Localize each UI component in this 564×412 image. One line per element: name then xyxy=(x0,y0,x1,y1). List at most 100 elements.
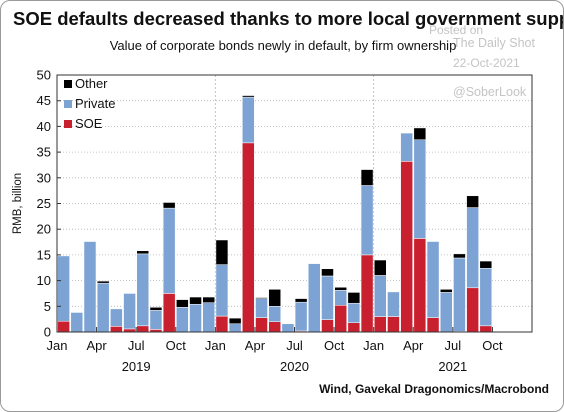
y-tick-label: 45 xyxy=(37,93,51,108)
bar-soe-2020-01 xyxy=(215,315,229,333)
bar-other-2020-01 xyxy=(215,239,229,265)
bar-other-2019-12 xyxy=(202,296,215,303)
bar-other-2021-04 xyxy=(413,127,427,141)
bar-private-2020-12 xyxy=(360,185,374,256)
bar-other-2019-09 xyxy=(162,202,176,209)
bar-private-2020-05 xyxy=(268,306,281,322)
bar-private-2021-07 xyxy=(453,257,466,332)
bar-private-2020-04 xyxy=(255,298,268,318)
bar-soe-2021-09 xyxy=(479,325,493,333)
chart-title: SOE defaults decreased thanks to more lo… xyxy=(13,8,564,29)
bar-soe-2020-11 xyxy=(347,322,361,333)
y-axis-label: RMB, billion xyxy=(12,173,24,234)
bar-private-2019-11 xyxy=(189,303,202,333)
bar-other-2021-01 xyxy=(374,259,387,276)
x-tick-label: Oct xyxy=(324,338,345,353)
bar-private-2019-02 xyxy=(70,312,84,333)
bar-other-2021-07 xyxy=(453,253,466,259)
bar-soe-2021-01 xyxy=(374,316,387,333)
year-label-2019: 2019 xyxy=(122,359,151,374)
x-tick-label: Apr xyxy=(245,338,266,353)
legend-swatch-soe xyxy=(64,120,72,128)
bar-private-2019-12 xyxy=(202,302,215,333)
bar-private-2019-01 xyxy=(57,255,70,322)
x-tick-label: Apr xyxy=(86,338,107,353)
bar-private-2019-04 xyxy=(96,282,110,333)
bar-private-2020-11 xyxy=(347,302,361,323)
bar-other-2019-07 xyxy=(136,250,150,255)
watermark-handle: @SoberLook xyxy=(453,85,527,99)
y-tick-label: 10 xyxy=(37,273,51,288)
bar-other-2021-06 xyxy=(439,289,453,293)
bar-private-2021-09 xyxy=(479,268,493,327)
y-tick-label: 5 xyxy=(44,299,51,314)
bar-private-2020-06 xyxy=(281,323,295,333)
bar-private-2020-02 xyxy=(228,323,242,333)
bar-private-2021-02 xyxy=(387,291,400,317)
bar-soe-2021-03 xyxy=(400,161,413,333)
bar-other-2020-02 xyxy=(228,317,242,325)
bar-private-2019-07 xyxy=(136,253,150,327)
bar-private-2021-04 xyxy=(413,139,427,239)
y-tick-label: 0 xyxy=(44,325,51,340)
bar-soe-2020-10 xyxy=(334,305,347,333)
watermark-date: 22-Oct-2021 xyxy=(453,56,520,70)
bar-other-2021-09 xyxy=(479,260,493,269)
bar-other-2019-11 xyxy=(189,296,202,305)
x-tick-label: Jul xyxy=(286,338,303,353)
bar-soe-2021-04 xyxy=(413,238,427,333)
bar-other-2019-08 xyxy=(149,307,163,311)
bar-other-2020-09 xyxy=(321,268,334,277)
y-tick-label: 25 xyxy=(37,196,51,211)
y-tick-label: 40 xyxy=(37,119,51,134)
bar-soe-2020-12 xyxy=(360,254,374,333)
bar-other-2021-08 xyxy=(466,195,479,208)
bar-private-2021-05 xyxy=(426,241,440,318)
watermark-posted-on: Posted on xyxy=(429,23,484,37)
x-tick-label: Oct xyxy=(166,338,187,353)
bar-private-2020-10 xyxy=(334,290,347,306)
source-note: Wind, Gavekal Dragonomics/Macrobond xyxy=(319,382,549,396)
bar-private-2019-09 xyxy=(162,207,176,294)
x-tick-label: Jul xyxy=(128,338,145,353)
bar-private-2021-01 xyxy=(374,275,387,317)
bar-soe-2021-05 xyxy=(426,317,440,333)
bar-other-2020-04 xyxy=(255,297,268,299)
bar-other-2020-10 xyxy=(334,287,347,291)
y-tick-label: 50 xyxy=(37,68,51,83)
x-tick-label: Jan xyxy=(363,338,384,353)
bar-other-2020-11 xyxy=(347,292,361,304)
y-tick-label: 35 xyxy=(37,145,51,160)
bar-private-2019-06 xyxy=(123,293,136,330)
y-tick-label: 20 xyxy=(37,222,51,237)
bar-soe-2020-09 xyxy=(321,319,334,333)
bar-private-2019-08 xyxy=(149,310,163,330)
y-tick-label: 15 xyxy=(37,247,51,262)
legend-swatch-private xyxy=(64,100,72,108)
bar-soe-2019-07 xyxy=(136,325,150,333)
bar-private-2021-03 xyxy=(400,132,413,162)
bar-other-2020-05 xyxy=(268,289,281,307)
year-label-2021: 2021 xyxy=(438,359,467,374)
bar-private-2019-03 xyxy=(83,241,97,333)
legend-swatch-other xyxy=(64,80,72,88)
bar-soe-2020-04 xyxy=(255,317,268,333)
bar-soe-2020-03 xyxy=(242,142,255,333)
bar-private-2020-01 xyxy=(215,264,229,317)
x-tick-label: Apr xyxy=(403,338,424,353)
legend-label-other: Other xyxy=(75,76,108,91)
bar-soe-2019-05 xyxy=(110,326,123,333)
y-tick-label: 30 xyxy=(37,170,51,185)
x-tick-label: Oct xyxy=(482,338,503,353)
bar-private-2019-05 xyxy=(110,308,123,327)
bar-other-2019-04 xyxy=(96,280,110,284)
bar-soe-2019-01 xyxy=(57,320,70,333)
bar-private-2020-09 xyxy=(321,275,334,320)
year-label-2020: 2020 xyxy=(280,359,309,374)
chart-subtitle: Value of corporate bonds newly in defaul… xyxy=(109,38,457,53)
x-tick-label: Jul xyxy=(445,338,462,353)
bar-private-2019-10 xyxy=(176,307,189,333)
bar-other-2020-07 xyxy=(294,298,308,303)
